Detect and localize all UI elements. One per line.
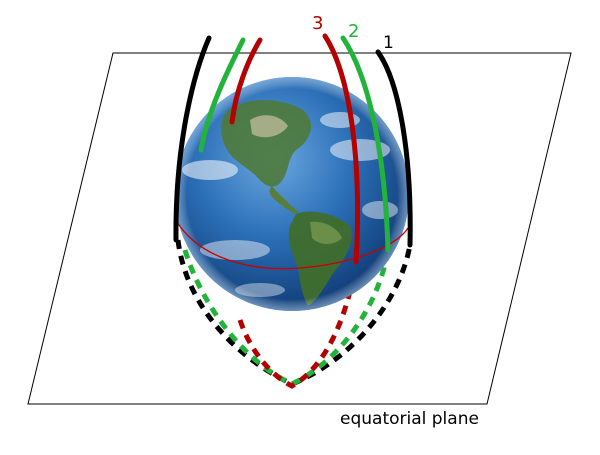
trajectory-3-label: 3	[312, 13, 323, 34]
trajectory-1-label: 1	[383, 33, 394, 53]
trajectory-1-dashed	[175, 239, 413, 387]
trajectory-3-right	[322, 33, 361, 265]
earth-globe	[175, 77, 409, 311]
trajectory-3-left	[229, 37, 263, 125]
trajectory-1-right	[375, 49, 413, 248]
trajectory-3-dashed	[237, 261, 359, 389]
trajectory-2-label: 2	[348, 21, 359, 42]
equatorial-plane-label: equatorial plane	[340, 409, 479, 429]
equatorial-plane	[27, 52, 572, 405]
trajectory-2-left	[198, 37, 246, 153]
trajectory-lower-dashed	[175, 239, 413, 389]
trajectory-upper-solid	[173, 33, 413, 265]
trajectory-2-right	[340, 35, 391, 253]
trajectory-1-left	[173, 35, 212, 243]
